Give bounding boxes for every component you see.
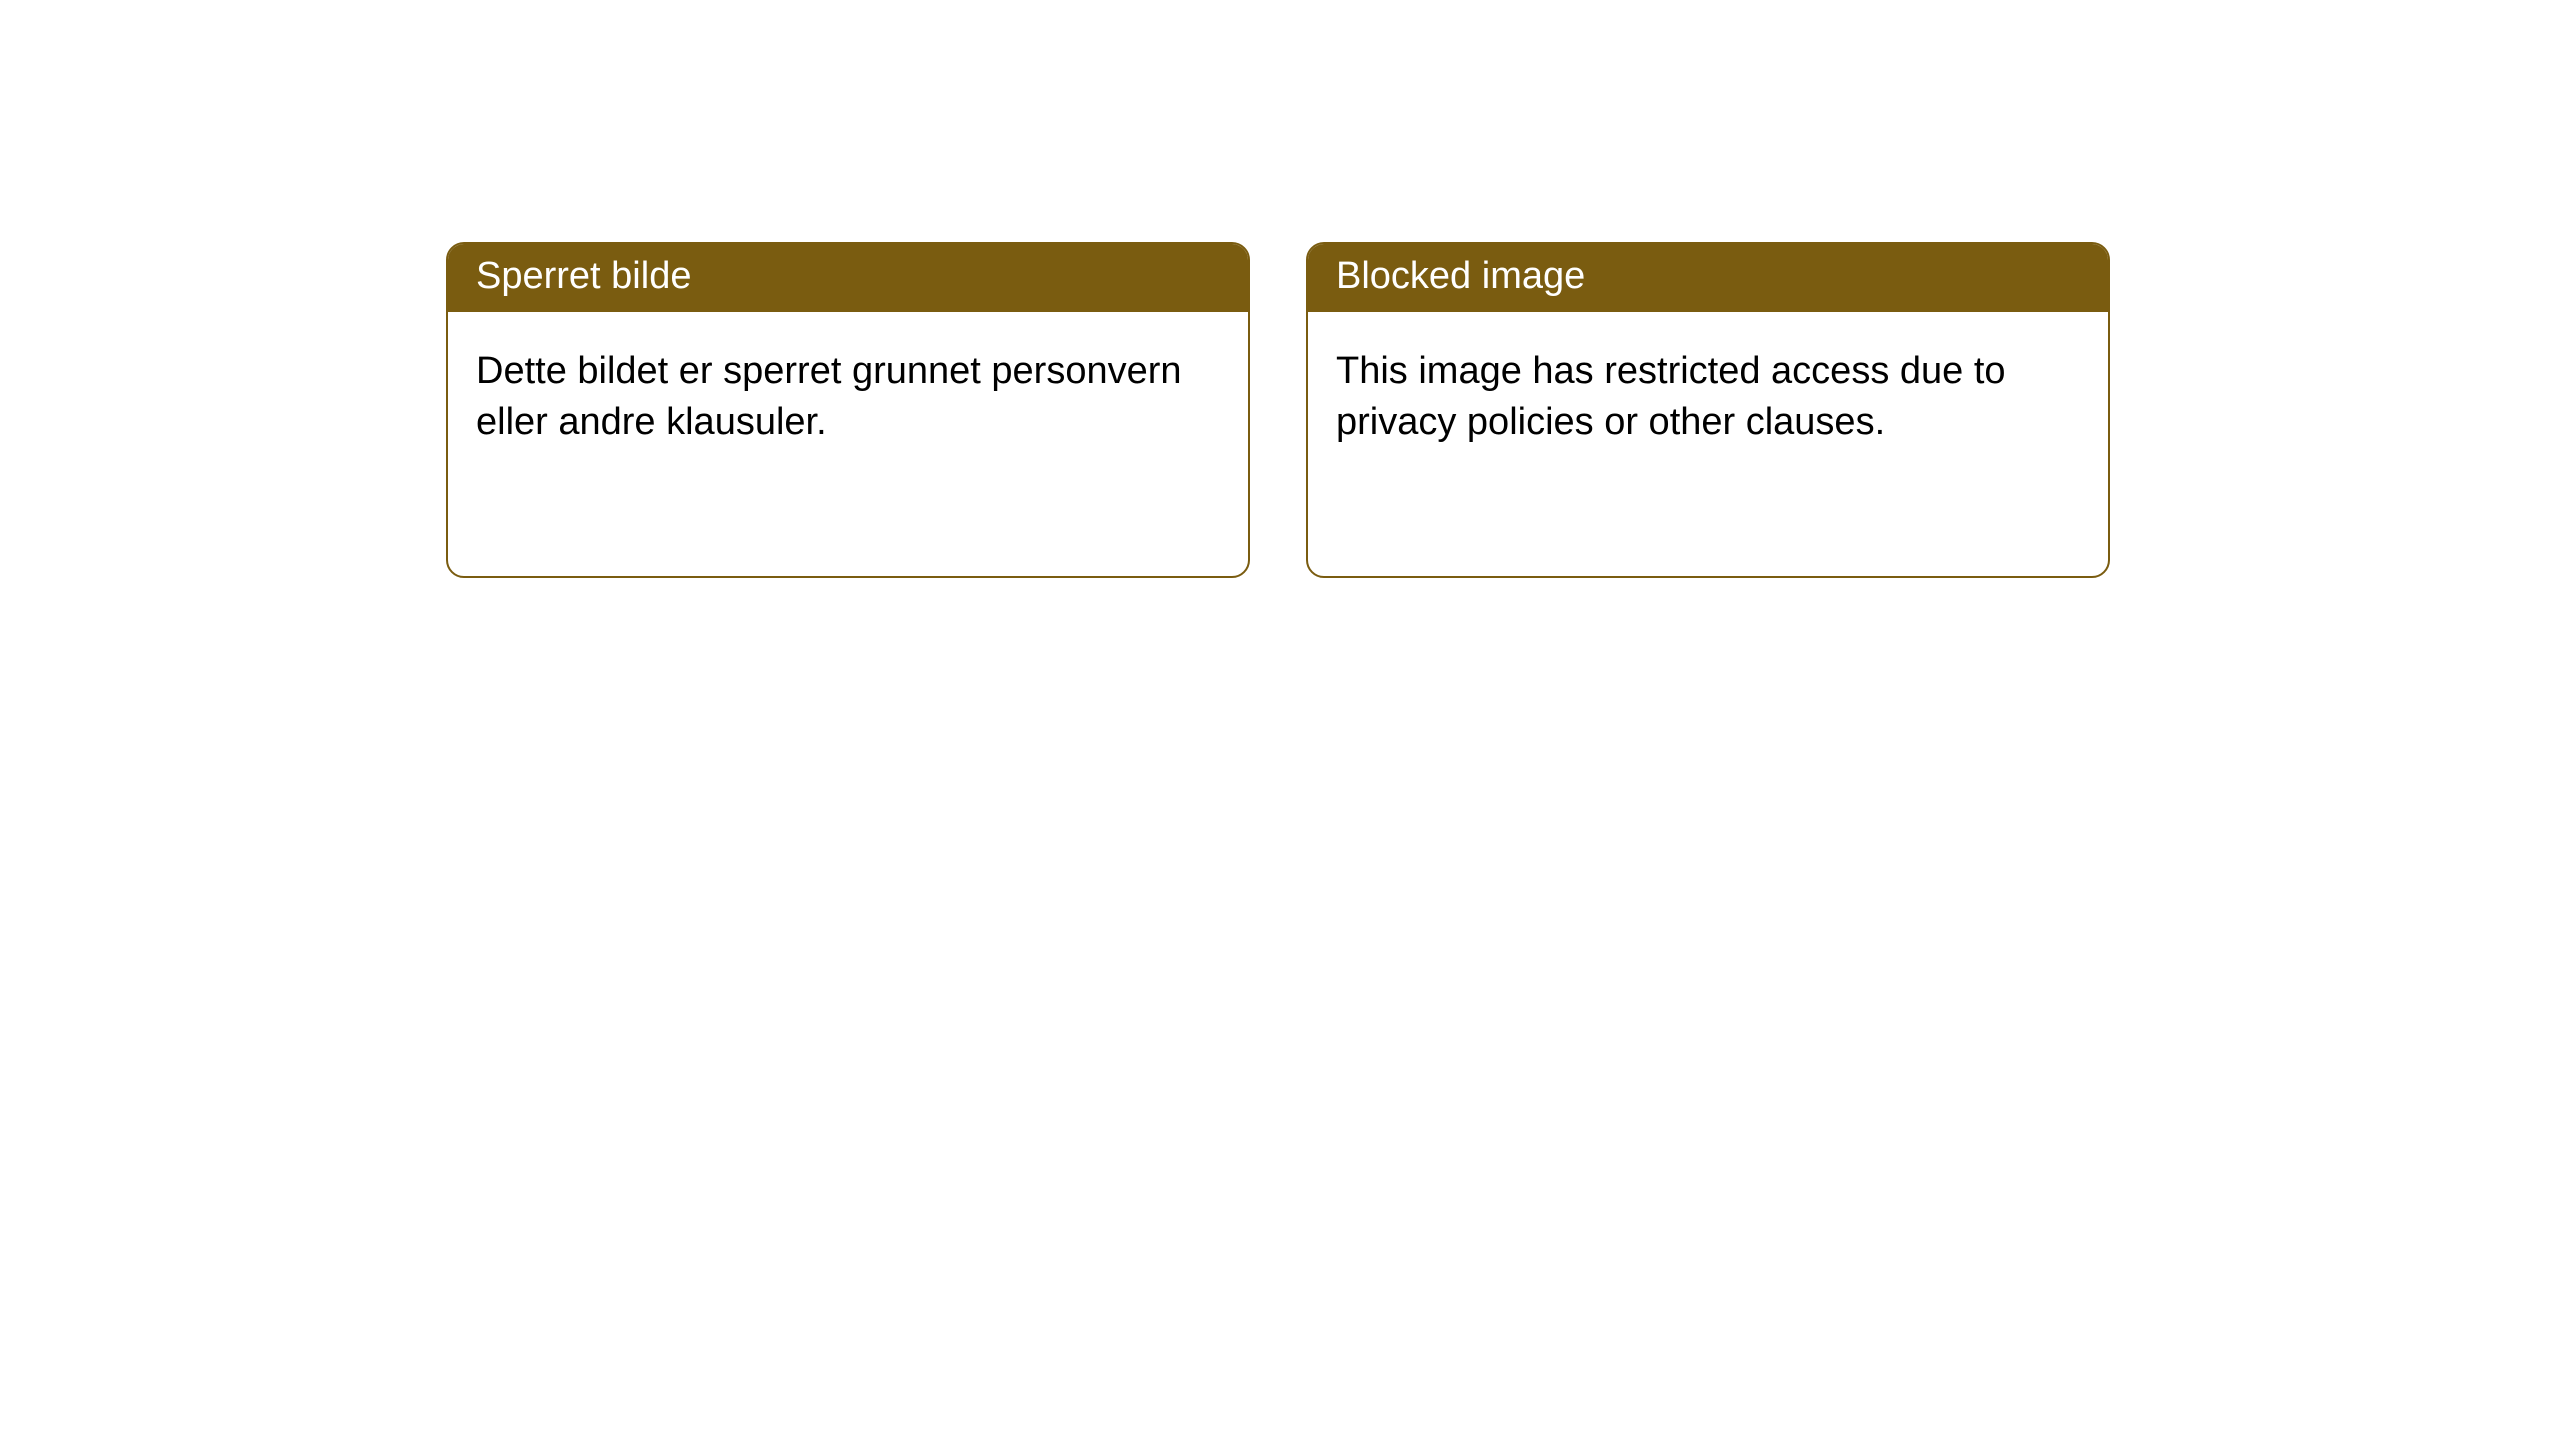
notice-card-title: Blocked image bbox=[1308, 244, 2108, 312]
notice-container: Sperret bilde Dette bildet er sperret gr… bbox=[0, 0, 2560, 578]
notice-card-body: This image has restricted access due to … bbox=[1308, 312, 2108, 483]
notice-card-norwegian: Sperret bilde Dette bildet er sperret gr… bbox=[446, 242, 1250, 578]
notice-card-title: Sperret bilde bbox=[448, 244, 1248, 312]
notice-card-body: Dette bildet er sperret grunnet personve… bbox=[448, 312, 1248, 483]
notice-card-english: Blocked image This image has restricted … bbox=[1306, 242, 2110, 578]
